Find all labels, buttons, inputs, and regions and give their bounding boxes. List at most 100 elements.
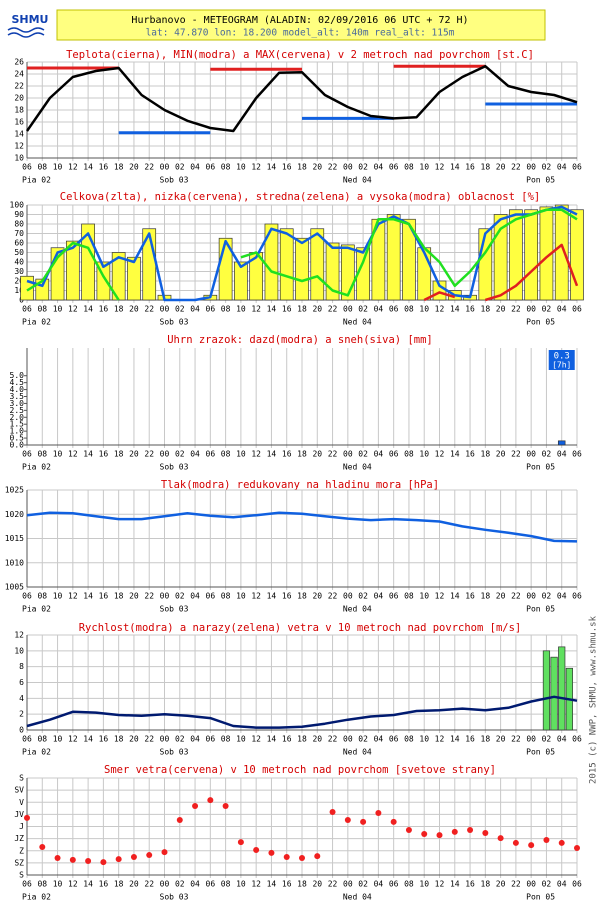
x-tick-label: 20 [496,880,506,889]
day-label: Pia 02 [22,318,51,327]
x-tick-label: 16 [99,163,109,172]
x-tick-label: 12 [251,735,261,744]
value-label-box [548,350,575,370]
x-tick-label: 14 [450,305,460,314]
x-tick-label: 16 [282,450,292,459]
point [482,829,489,836]
point [69,856,76,863]
logo: SHMU [11,13,48,26]
x-tick-label: 12 [251,305,261,314]
x-tick-label: 20 [312,450,322,459]
x-tick-label: 18 [297,735,307,744]
point [100,859,107,866]
y-tick-label: 16 [14,118,24,127]
x-tick-label: 00 [526,592,536,601]
y-tick-label: 1005 [5,583,24,592]
point [436,832,443,839]
day-label: Pon 05 [526,605,555,614]
x-tick-label: 12 [68,592,78,601]
x-tick-label: 22 [328,450,338,459]
bar [65,240,80,301]
y-tick-label: 50 [14,248,24,257]
y-tick-label: 4 [19,694,24,703]
x-tick-label: 12 [435,450,445,459]
y-tick-label: 2.5 [10,406,25,415]
x-tick-label: 06 [22,450,32,459]
x-tick-label: 20 [129,735,139,744]
bar [417,247,432,301]
day-label: Ned 04 [343,605,372,614]
point [253,846,260,853]
y-tick-label: 0.0 [10,441,25,450]
y-tick-label: Z [19,846,24,855]
point [558,839,565,846]
x-tick-label: 18 [114,735,124,744]
x-tick-label: 12 [435,305,445,314]
day-label: Sob 03 [160,893,189,902]
day-label: Ned 04 [343,893,372,902]
y-tick-label: 12 [14,142,24,151]
x-tick-label: 02 [542,592,552,601]
y-tick-label: 14 [14,130,24,139]
y-tick-label: 2.0 [10,413,25,422]
y-tick-label: J [19,822,24,831]
y-tick-label: 1025 [5,486,24,495]
x-tick-label: 16 [99,592,109,601]
day-label: Ned 04 [343,318,372,327]
bar [402,218,416,301]
x-tick-label: 16 [465,880,475,889]
y-tick-label: 30 [14,267,24,276]
x-tick-label: 22 [328,305,338,314]
x-tick-label: 08 [404,735,414,744]
x-tick-label: 06 [572,592,582,601]
x-tick-label: 22 [328,163,338,172]
y-tick-label: 0 [19,726,24,735]
x-tick-label: 12 [251,163,261,172]
day-label: Pia 02 [22,605,51,614]
x-tick-label: 10 [236,880,246,889]
point [130,853,137,860]
x-tick-label: 10 [53,450,63,459]
x-tick-label: 22 [144,450,154,459]
x-tick-label: 22 [144,880,154,889]
x-tick-label: 00 [343,163,353,172]
x-tick-label: 08 [404,592,414,601]
x-tick-label: 12 [68,880,78,889]
x-tick-label: 18 [481,163,491,172]
x-tick-label: 22 [328,735,338,744]
x-tick-label: 06 [22,305,32,314]
x-tick-label: 04 [190,880,200,889]
x-tick-label: 04 [557,880,567,889]
x-tick-label: 16 [465,163,475,172]
x-tick-label: 06 [206,735,216,744]
header-box [56,9,546,41]
y-tick-label: S [19,774,24,783]
y-tick-label: 6 [19,678,24,687]
x-tick-label: 18 [297,880,307,889]
x-tick-label: 04 [374,880,384,889]
x-tick-label: 20 [496,305,506,314]
series-line [26,208,578,301]
x-tick-label: 06 [22,735,32,744]
x-tick-label: 12 [435,163,445,172]
x-tick-label: 18 [481,592,491,601]
y-tick-label: 24 [14,70,24,79]
x-tick-label: 14 [450,735,460,744]
x-tick-label: 16 [99,880,109,889]
x-tick-label: 16 [99,450,109,459]
x-tick-label: 02 [358,880,368,889]
x-tick-label: 22 [511,305,521,314]
x-tick-label: 12 [68,305,78,314]
y-tick-label: 12 [14,631,24,640]
y-tick-label: 8 [19,662,24,671]
x-tick-label: 14 [267,735,277,744]
bar [509,209,523,301]
x-tick-label: 18 [297,163,307,172]
x-tick-label: 16 [99,735,109,744]
x-tick-label: 00 [160,450,170,459]
y-tick-label: 1.0 [10,427,25,436]
x-tick-label: 06 [22,592,32,601]
x-tick-label: 20 [312,592,322,601]
point [375,810,382,817]
chart-title: Celkova(zlta), nizka(cervena), stredna(z… [60,191,540,203]
